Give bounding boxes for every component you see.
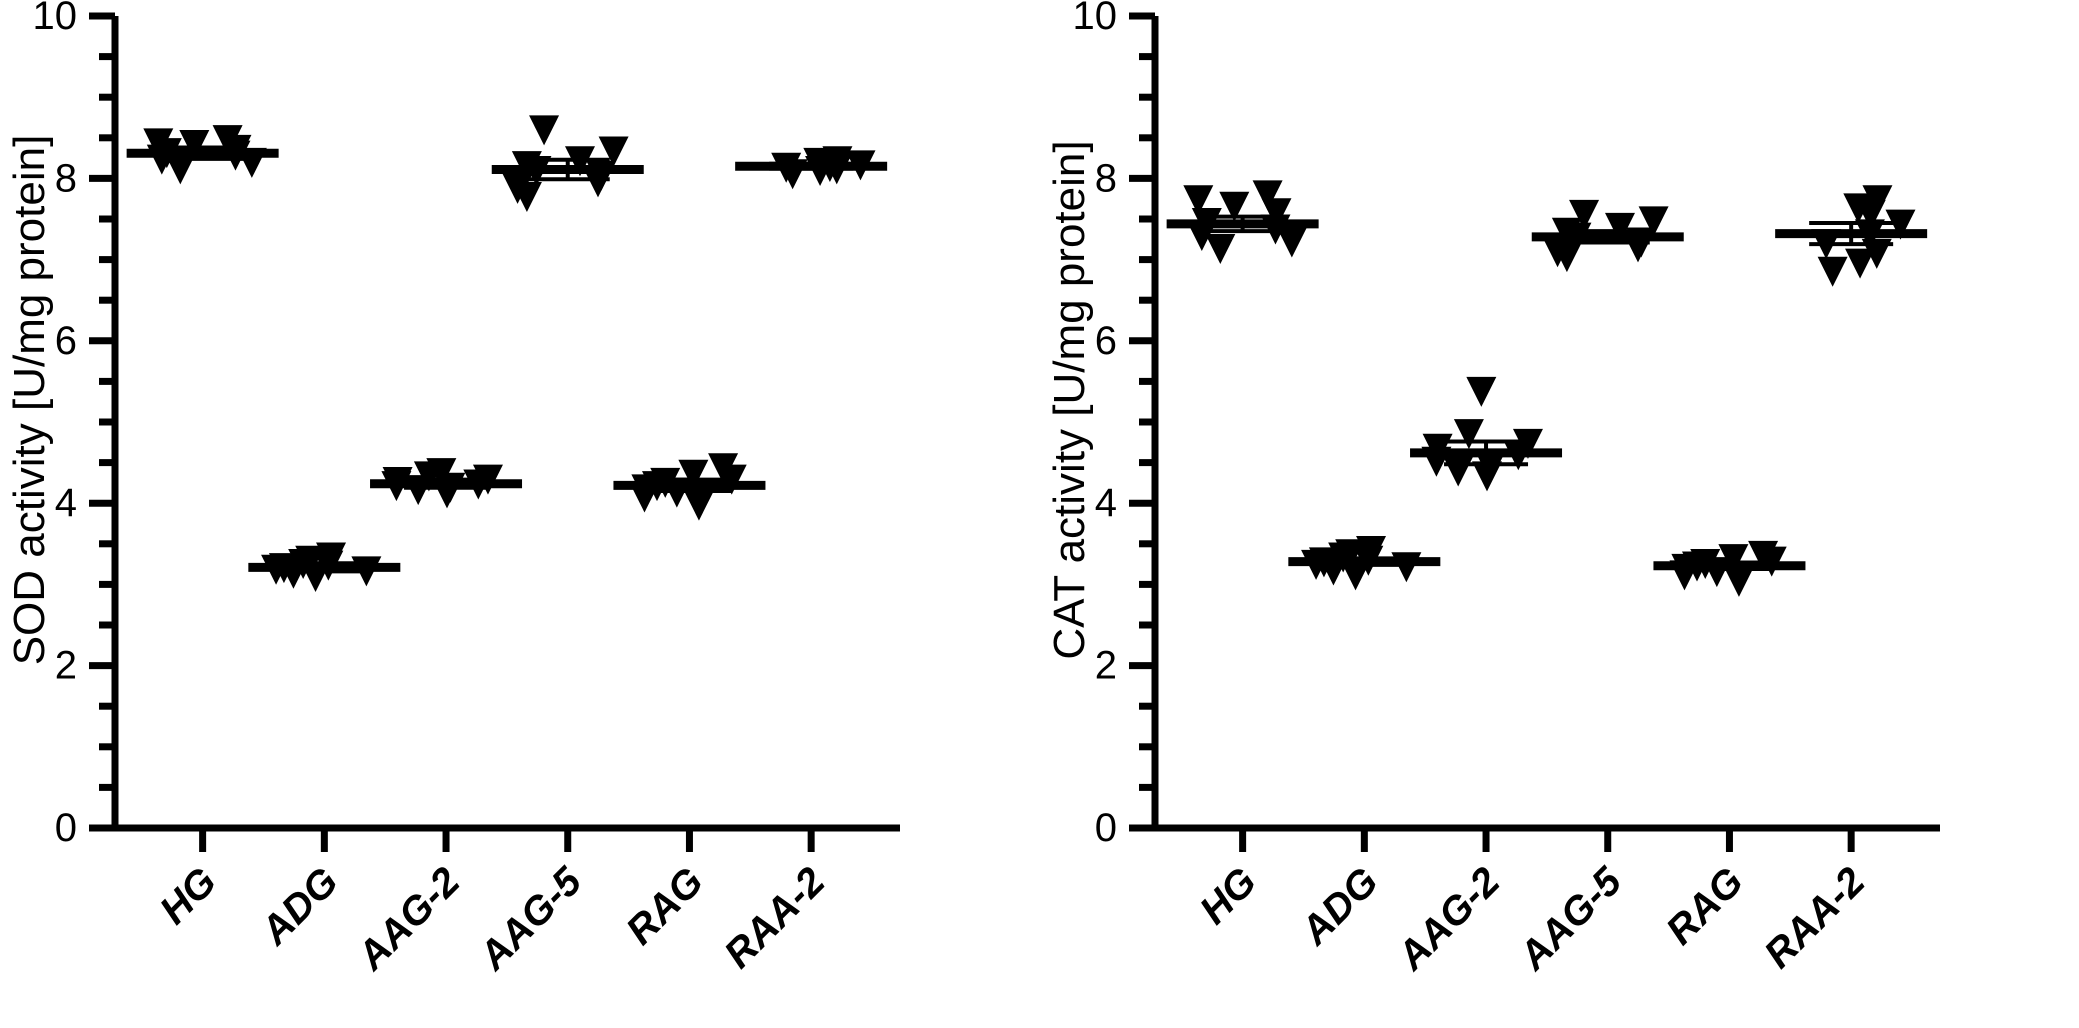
cat-data-point: [1845, 248, 1876, 279]
cat-group-aag-2: [1410, 376, 1563, 492]
sod-group-rag: [613, 453, 766, 521]
sod-y-axis-title: SOD activity [U/mg protein]: [5, 135, 54, 666]
sod-data-point: [598, 136, 629, 167]
cat-axes: [1129, 12, 1940, 852]
cat-data-point: [1604, 212, 1635, 243]
cat-x-category-label-raa-2: RAA-2: [1756, 859, 1874, 977]
cat-data-point: [1817, 256, 1848, 287]
cat-x-category-label-rag: RAG: [1658, 859, 1752, 953]
sod-y-tick-label: 4: [55, 481, 77, 525]
sod-axes: [89, 12, 900, 852]
cat-x-category-label-aag-2: AAG-2: [1389, 859, 1509, 979]
cat-data-point: [1261, 198, 1292, 229]
cat-data-point: [1472, 461, 1503, 492]
cat-y-tick-label: 2: [1095, 644, 1117, 688]
sod-data-point: [583, 167, 613, 198]
cat-x-category-label-aag-5: AAG-5: [1510, 859, 1630, 979]
cat-group-hg: [1166, 180, 1319, 264]
chart-panel-sod: SOD activity [U/mg protein] 0 2 4 6 8 10 HG AD…: [0, 0, 1039, 1028]
cat-y-tick-label: 0: [1095, 806, 1117, 850]
cat-data-point: [1718, 544, 1749, 575]
cat-data-point: [1276, 227, 1307, 258]
sod-group-hg: [126, 125, 279, 185]
cat-group-rag: [1653, 540, 1806, 597]
cat-data-point: [1885, 209, 1916, 240]
cat-data-point: [1219, 191, 1250, 222]
sod-data-point: [683, 490, 714, 521]
cat-data-point: [1252, 180, 1283, 211]
cat-data-point: [1183, 185, 1214, 216]
cat-group-adg: [1288, 536, 1441, 591]
sod-x-category-label-aag-5: AAG-5: [470, 859, 590, 979]
cat-y-tick-label: 6: [1095, 319, 1117, 363]
cat-x-category-label-hg: HG: [1191, 859, 1265, 933]
sod-y-tick-label: 0: [55, 806, 77, 850]
sod-data-point: [165, 154, 196, 185]
sod-x-category-label-rag: RAG: [618, 859, 712, 953]
sod-data-point: [529, 115, 560, 146]
cat-data-point: [1855, 199, 1886, 230]
sod-group-aag-5: [491, 115, 644, 213]
cat-y-axis-title-group: CAT activity [U/mg protein]: [1045, 140, 1094, 659]
sod-x-category-label-raa-2: RAA-2: [716, 859, 834, 977]
sod-y-tick-label: 10: [33, 0, 78, 38]
cat-plot-svg: CAT activity [U/mg protein] 0 2 4 6 8 10 HG AD…: [1045, 0, 1940, 979]
cat-group-raa-2: [1775, 185, 1928, 287]
sod-data-point: [716, 464, 747, 495]
cat-y-tick-label: 4: [1095, 481, 1117, 525]
sod-x-category-label-hg: HG: [151, 859, 225, 933]
cat-data-point: [1569, 199, 1600, 230]
cat-data-point: [1551, 242, 1582, 273]
sod-data-series: [126, 115, 888, 593]
cat-y-axis-title: CAT activity [U/mg protein]: [1045, 140, 1094, 659]
cat-data-point: [1453, 419, 1484, 450]
sod-data-point: [678, 459, 709, 490]
cat-data-point: [1861, 238, 1892, 269]
sod-group-raa-2: [735, 146, 888, 190]
sod-y-tick-label: 8: [55, 156, 77, 200]
sod-y-tick-labels: 0 2 4 6 8 10: [33, 0, 78, 850]
cat-y-tick-label: 8: [1095, 156, 1117, 200]
sod-x-category-label-aag-2: AAG-2: [349, 859, 469, 979]
cat-y-tick-label: 10: [1073, 0, 1118, 38]
sod-y-tick-label: 2: [55, 644, 77, 688]
cat-x-category-label-adg: ADG: [1292, 859, 1387, 954]
cat-data-point: [1723, 566, 1754, 597]
chart-panel-cat: CAT activity [U/mg protein] 0 2 4 6 8 10 HG AD…: [1040, 0, 2079, 1028]
sod-group-adg: [248, 542, 401, 593]
sod-x-category-labels: HG ADG AAG-2 AAG-5 RAG RAA-2: [151, 859, 833, 979]
sod-y-axis-title-group: SOD activity [U/mg protein]: [5, 135, 54, 666]
sod-data-point: [511, 182, 542, 213]
cat-group-aag-5: [1531, 199, 1684, 273]
sod-y-tick-label: 6: [55, 319, 77, 363]
sod-data-point: [179, 130, 210, 161]
cat-data-point: [1340, 560, 1371, 591]
cat-x-category-labels: HG ADG AAG-2 AAG-5 RAG RAA-2: [1191, 859, 1873, 979]
cat-data-point: [1443, 456, 1474, 487]
cat-data-point: [1186, 220, 1217, 251]
cat-data-series: [1166, 180, 1928, 597]
cat-data-point: [1205, 233, 1236, 264]
cat-data-point: [1638, 206, 1669, 237]
sod-plot-svg: SOD activity [U/mg protein] 0 2 4 6 8 10 HG AD…: [5, 0, 900, 979]
sod-x-category-label-adg: ADG: [252, 859, 347, 954]
sod-group-aag-2: [370, 458, 523, 509]
cat-data-point: [1466, 376, 1497, 407]
cat-y-tick-labels: 0 2 4 6 8 10: [1073, 0, 1118, 850]
